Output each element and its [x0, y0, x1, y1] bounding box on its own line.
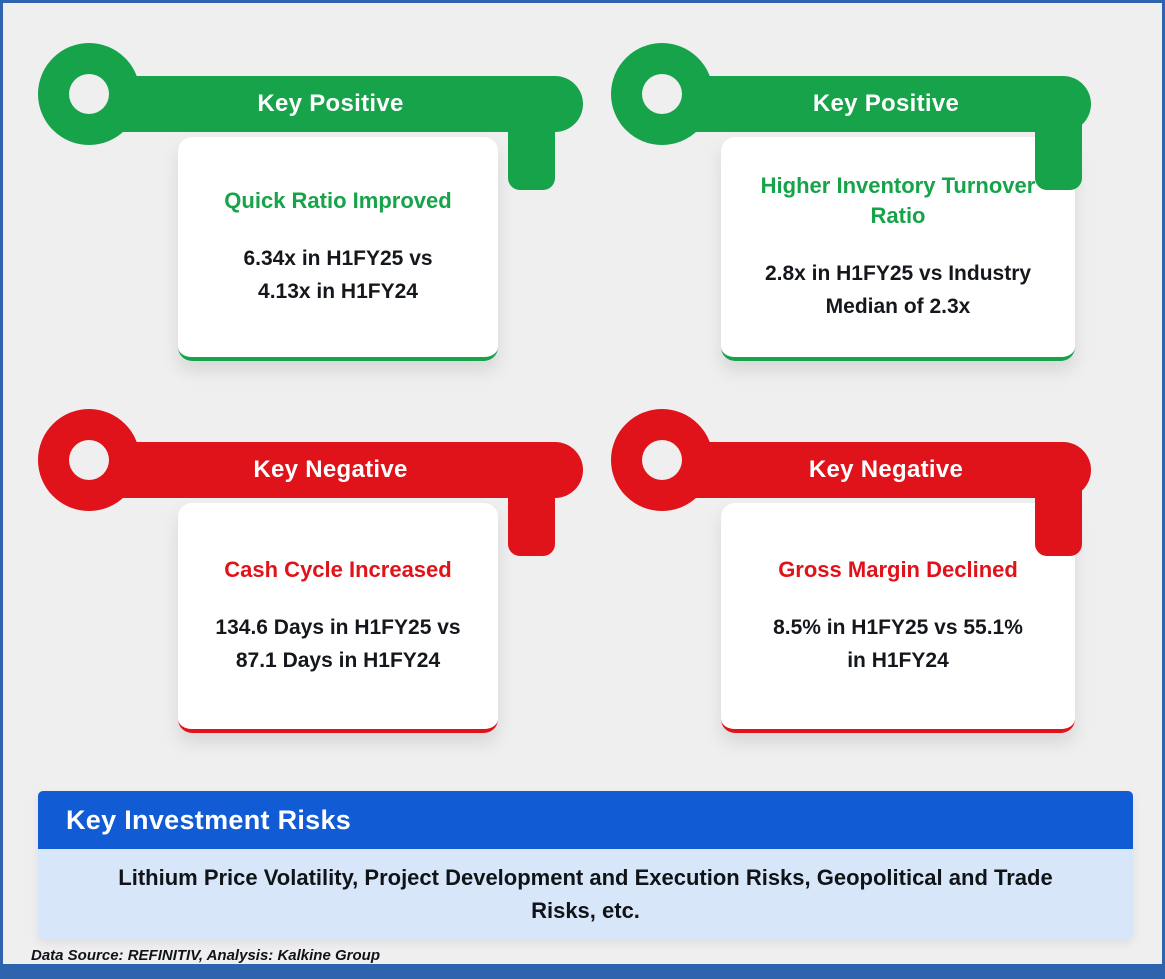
- data-source-note: Data Source: REFINITIV, Analysis: Kalkin…: [31, 947, 380, 964]
- metric-detail-line1: 8.5% in H1FY25 vs 55.1%: [773, 615, 1023, 639]
- metric-card: Gross Margin Declined 8.5% in H1FY25 vs …: [721, 503, 1075, 733]
- key-header-label: Key Positive: [812, 90, 960, 117]
- metric-card: Quick Ratio Improved 6.34x in H1FY25 vs …: [178, 137, 498, 361]
- risks-body: Lithium Price Volatility, Project Develo…: [38, 849, 1133, 939]
- metric-detail-line2: in H1FY24: [847, 648, 949, 672]
- key-bow-icon: [38, 43, 140, 145]
- metric-title: Cash Cycle Increased: [224, 556, 452, 582]
- metric-detail: 2.8x in H1FY25 vs Industry Median of 2.3…: [765, 257, 1031, 323]
- key-hole-icon: [642, 74, 682, 114]
- key-tooth-shape: [1035, 103, 1082, 190]
- key-hole-icon: [642, 440, 682, 480]
- metric-detail-line1: 2.8x in H1FY25 vs Industry: [764, 261, 1032, 285]
- key-card-2: Key Positive Higher Inventory Turnover R…: [611, 43, 1162, 378]
- risks-header: Key Investment Risks: [38, 791, 1133, 849]
- key-stem-shape: [651, 76, 1091, 132]
- bottom-accent-bar: [3, 964, 1162, 976]
- metric-detail: 134.6 Days in H1FY25 vs 87.1 Days in H1F…: [215, 611, 460, 677]
- metric-detail-line2: Median of 2.3x: [825, 294, 971, 318]
- key-header-label: Key Negative: [808, 456, 964, 483]
- metric-card: Cash Cycle Increased 134.6 Days in H1FY2…: [178, 503, 498, 733]
- metric-detail: 8.5% in H1FY25 vs 55.1% in H1FY24: [773, 611, 1023, 677]
- key-hole-icon: [69, 440, 109, 480]
- key-hole-icon: [69, 74, 109, 114]
- key-bow-icon: [611, 409, 713, 511]
- key-bow-icon: [611, 43, 713, 145]
- metric-card: Higher Inventory Turnover Ratio 2.8x in …: [721, 137, 1075, 361]
- metric-title: Quick Ratio Improved: [224, 187, 452, 213]
- metric-title: Higher Inventory Turnover Ratio: [760, 173, 1036, 228]
- key-stem-shape: [651, 442, 1091, 498]
- key-header-label: Key Positive: [257, 90, 404, 117]
- investment-risks-section: Key Investment Risks Lithium Price Volat…: [38, 791, 1133, 939]
- key-tooth-shape: [508, 469, 555, 556]
- key-tooth-shape: [1035, 469, 1082, 556]
- metric-detail-line1: 134.6 Days in H1FY25 vs: [215, 615, 461, 639]
- metric-detail-line2: 4.13x in H1FY24: [258, 279, 418, 303]
- key-card-3: Key Negative Cash Cycle Increased 134.6 …: [38, 409, 598, 744]
- key-stem-shape: [78, 442, 583, 498]
- key-header-label: Key Negative: [253, 456, 408, 483]
- key-stem-shape: [78, 76, 583, 132]
- metric-detail-line2: 87.1 Days in H1FY24: [235, 648, 441, 672]
- metric-detail-line1: 6.34x in H1FY25 vs: [243, 246, 433, 270]
- metric-title: Gross Margin Declined: [778, 556, 1018, 582]
- metric-detail: 6.34x in H1FY25 vs 4.13x in H1FY24: [243, 242, 432, 308]
- key-card-1: Key Positive Quick Ratio Improved 6.34x …: [38, 43, 598, 378]
- key-bow-icon: [38, 409, 140, 511]
- key-card-4: Key Negative Gross Margin Declined 8.5% …: [611, 409, 1162, 744]
- key-tooth-shape: [508, 103, 555, 190]
